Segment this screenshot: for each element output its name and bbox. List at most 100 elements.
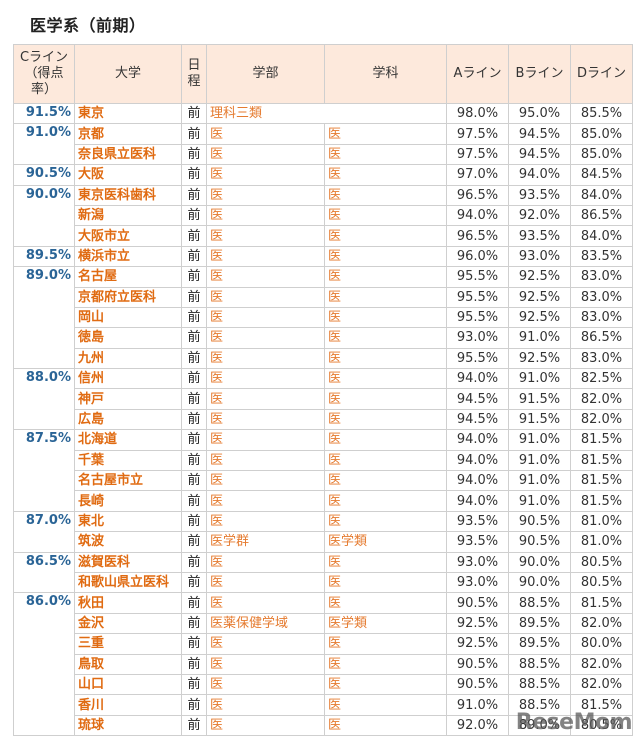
university-link[interactable]: 三重 xyxy=(74,633,182,655)
department-link[interactable]: 医 xyxy=(324,204,447,227)
department-link[interactable]: 医 xyxy=(324,347,447,370)
department-link[interactable]: 医 xyxy=(324,592,447,614)
university-link[interactable]: 東京 xyxy=(74,102,182,125)
faculty-link[interactable]: 医 xyxy=(206,633,325,655)
university-link[interactable]: 徳島 xyxy=(74,327,182,349)
department-link[interactable]: 医 xyxy=(324,673,447,696)
university-link[interactable]: 信州 xyxy=(74,368,182,390)
university-link[interactable]: 奈良県立医科 xyxy=(74,143,182,166)
department-link[interactable]: 医 xyxy=(324,388,447,410)
faculty-link[interactable]: 医学群 xyxy=(206,531,325,553)
faculty-link[interactable]: 医 xyxy=(206,571,325,594)
faculty-link[interactable]: 医 xyxy=(206,123,325,145)
faculty-link[interactable]: 医 xyxy=(206,388,325,410)
department-link[interactable]: 医 xyxy=(324,408,447,431)
university-link[interactable]: 滋賀医科 xyxy=(74,551,182,573)
faculty-link[interactable]: 医 xyxy=(206,306,325,329)
department-link[interactable]: 医 xyxy=(324,551,447,573)
university-link[interactable]: 東京医科歯科 xyxy=(74,184,182,206)
department-link[interactable]: 医学類 xyxy=(324,612,447,635)
faculty-link[interactable]: 医 xyxy=(206,184,325,206)
university-link[interactable]: 香川 xyxy=(74,694,182,716)
university-link[interactable]: 秋田 xyxy=(74,592,182,614)
faculty-link[interactable]: 医 xyxy=(206,245,325,268)
university-link[interactable]: 広島 xyxy=(74,408,182,431)
table-row: 90.0% 東京医科歯科前医医 96.5% 93.5% 84.0% xyxy=(13,184,633,247)
faculty-link[interactable]: 医薬保健学域 xyxy=(206,612,325,635)
university-link[interactable]: 千葉 xyxy=(74,449,182,472)
schedule-cell: 前 xyxy=(181,592,207,614)
department-link[interactable]: 医 xyxy=(324,571,447,594)
department-link[interactable]: 医 xyxy=(324,510,447,533)
schedule-cell: 前 xyxy=(181,327,207,349)
university-link[interactable]: 九州 xyxy=(74,347,182,370)
university-link[interactable]: 山口 xyxy=(74,673,182,696)
faculty-link[interactable]: 医 xyxy=(206,551,325,573)
table-row: 88.0% 信州前医医 94.0% 91.0% 82.5% xyxy=(13,368,633,431)
university-link[interactable]: 京都府立医科 xyxy=(74,286,182,308)
department-link[interactable]: 医 xyxy=(324,653,447,675)
department-link[interactable]: 医 xyxy=(324,490,447,512)
aline-value: 98.0% xyxy=(446,102,509,125)
faculty-link[interactable]: 理科三類 xyxy=(206,102,447,125)
university-link[interactable]: 大阪市立 xyxy=(74,225,182,247)
university-link[interactable]: 金沢 xyxy=(74,612,182,635)
department-link[interactable]: 医 xyxy=(324,714,447,737)
university-link[interactable]: 筑波 xyxy=(74,531,182,553)
department-link[interactable]: 医 xyxy=(324,143,447,166)
university-link[interactable]: 大阪 xyxy=(74,164,182,186)
department-link[interactable]: 医 xyxy=(324,694,447,716)
faculty-link[interactable]: 医 xyxy=(206,164,325,186)
university-link[interactable]: 京都 xyxy=(74,123,182,145)
university-link[interactable]: 鳥取 xyxy=(74,653,182,675)
department-link[interactable]: 医学類 xyxy=(324,531,447,553)
department-link[interactable]: 医 xyxy=(324,245,447,268)
bline-value: 88.5% xyxy=(508,673,571,696)
faculty-link[interactable]: 医 xyxy=(206,408,325,431)
schedule-cell: 前 xyxy=(181,612,207,635)
faculty-link[interactable]: 医 xyxy=(206,470,325,492)
department-link[interactable]: 医 xyxy=(324,164,447,186)
faculty-link[interactable]: 医 xyxy=(206,673,325,696)
university-link[interactable]: 東北 xyxy=(74,510,182,533)
university-link[interactable]: 横浜市立 xyxy=(74,245,182,268)
faculty-link[interactable]: 医 xyxy=(206,347,325,370)
university-link[interactable]: 神戸 xyxy=(74,388,182,410)
department-link[interactable]: 医 xyxy=(324,429,447,451)
faculty-link[interactable]: 医 xyxy=(206,286,325,308)
university-link[interactable]: 岡山 xyxy=(74,306,182,329)
faculty-link[interactable]: 医 xyxy=(206,694,325,716)
faculty-link[interactable]: 医 xyxy=(206,327,325,349)
department-link[interactable]: 医 xyxy=(324,225,447,247)
department-link[interactable]: 医 xyxy=(324,327,447,349)
faculty-link[interactable]: 医 xyxy=(206,429,325,451)
faculty-link[interactable]: 医 xyxy=(206,592,325,614)
university-link[interactable]: 長崎 xyxy=(74,490,182,512)
university-link[interactable]: 琉球 xyxy=(74,714,182,737)
faculty-link[interactable]: 医 xyxy=(206,653,325,675)
university-link[interactable]: 名古屋 xyxy=(74,266,182,288)
faculty-link[interactable]: 医 xyxy=(206,225,325,247)
faculty-link[interactable]: 医 xyxy=(206,143,325,166)
header-dline: Dライン xyxy=(570,44,633,104)
faculty-link[interactable]: 医 xyxy=(206,368,325,390)
department-link[interactable]: 医 xyxy=(324,633,447,655)
faculty-link[interactable]: 医 xyxy=(206,714,325,737)
department-link[interactable]: 医 xyxy=(324,306,447,329)
faculty-link[interactable]: 医 xyxy=(206,266,325,288)
department-link[interactable]: 医 xyxy=(324,368,447,390)
department-link[interactable]: 医 xyxy=(324,449,447,472)
faculty-link[interactable]: 医 xyxy=(206,490,325,512)
department-link[interactable]: 医 xyxy=(324,184,447,206)
faculty-link[interactable]: 医 xyxy=(206,449,325,472)
department-link[interactable]: 医 xyxy=(324,123,447,145)
university-link[interactable]: 和歌山県立医科 xyxy=(74,571,182,594)
university-link[interactable]: 新潟 xyxy=(74,204,182,227)
faculty-link[interactable]: 医 xyxy=(206,204,325,227)
department-link[interactable]: 医 xyxy=(324,286,447,308)
university-link[interactable]: 北海道 xyxy=(74,429,182,451)
department-link[interactable]: 医 xyxy=(324,266,447,288)
faculty-link[interactable]: 医 xyxy=(206,510,325,533)
department-link[interactable]: 医 xyxy=(324,470,447,492)
university-link[interactable]: 名古屋市立 xyxy=(74,470,182,492)
